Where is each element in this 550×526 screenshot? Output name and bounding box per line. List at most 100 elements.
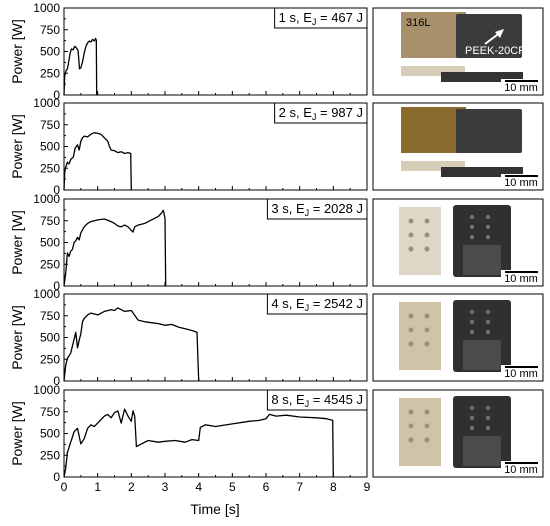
y-tick-label: 750 xyxy=(40,405,60,419)
weld-imprint xyxy=(469,415,475,421)
panel-label-text: 3 s, EJ = 2028 J xyxy=(271,201,363,218)
weld-imprint xyxy=(485,415,491,421)
panel-label-text: 2 s, EJ = 987 J xyxy=(279,105,363,122)
scale-bar-label: 10 mm xyxy=(504,368,538,380)
y-tick-label: 0 xyxy=(53,183,60,197)
metal-side-view xyxy=(401,66,465,76)
panel-label: 3 s, EJ = 2028 J xyxy=(266,198,368,220)
power-panel-1: 0 250 500 750 1000 Power [W] 1 s, EJ = 467 J xyxy=(9,1,368,102)
weld-imprint xyxy=(469,234,475,240)
x-tick-label: 0 xyxy=(61,480,68,494)
weld-imprint xyxy=(485,329,491,335)
y-tick-label: 500 xyxy=(40,45,60,59)
scale-bar-label: 10 mm xyxy=(504,82,538,94)
y-tick-label: 500 xyxy=(40,427,60,441)
metal-specimen xyxy=(399,398,441,466)
y-tick-label: 250 xyxy=(40,257,60,271)
weld-imprint xyxy=(485,319,491,325)
panel-label: 8 s, EJ = 4545 J xyxy=(266,389,368,411)
y-axis-label: Power [W] xyxy=(9,210,25,275)
weld-spot xyxy=(424,313,430,319)
metal-specimen xyxy=(399,302,441,370)
y-axis-label: Power [W] xyxy=(9,114,25,179)
weld-imprint xyxy=(469,319,475,325)
weld-imprint xyxy=(485,405,491,411)
material-label-316l: 316L xyxy=(406,17,430,29)
arrow-head-icon xyxy=(495,29,504,38)
y-tick-label: 500 xyxy=(40,331,60,345)
y-tick-label: 0 xyxy=(53,279,60,293)
y-tick-label: 250 xyxy=(40,66,60,80)
y-tick-label: 0 xyxy=(53,374,60,388)
weld-spot xyxy=(424,409,430,415)
panel-label-box xyxy=(266,198,368,220)
y-tick-label: 1000 xyxy=(33,1,60,15)
material-label-peek: PEEK-20CF xyxy=(465,45,525,57)
photo-panel-4: 10 mm xyxy=(372,293,544,382)
weld-spot xyxy=(408,423,414,429)
y-tick-label: 500 xyxy=(40,236,60,250)
y-tick-label: 250 xyxy=(40,352,60,366)
panel-label: 4 s, EJ = 2542 J xyxy=(266,293,368,315)
composite-lower-region xyxy=(463,436,501,466)
y-tick-label: 750 xyxy=(40,23,60,37)
panel-label-box xyxy=(274,7,368,29)
y-tick-label: 250 xyxy=(40,161,60,175)
weld-spot xyxy=(424,327,430,333)
y-tick-label: 750 xyxy=(40,118,60,132)
photo-panels: 316L PEEK-20CF 10 mm 10 mm 10 mm 10 mm 10 mm xyxy=(372,7,544,478)
weld-imprint xyxy=(469,224,475,230)
composite-side-view xyxy=(441,167,523,177)
y-tick-label: 750 xyxy=(40,214,60,228)
y-tick-label: 1000 xyxy=(33,287,60,301)
weld-imprint xyxy=(485,224,491,230)
metal-plate xyxy=(401,107,466,153)
panel-label-text: 4 s, EJ = 2542 J xyxy=(271,296,363,313)
weld-imprint xyxy=(469,214,475,220)
weld-spot xyxy=(424,437,430,443)
weld-spot xyxy=(408,341,414,347)
scale-bar-bg xyxy=(501,174,541,188)
y-axis-label: Power [W] xyxy=(9,305,25,370)
x-tick-label: 5 xyxy=(229,480,236,494)
weld-spot xyxy=(424,232,430,238)
composite-plate xyxy=(456,109,522,153)
power-panel-2: 0 250 500 750 1000 Power [W] 2 s, EJ = 987 J xyxy=(9,96,368,197)
panel-label-text: 1 s, EJ = 467 J xyxy=(279,10,363,27)
panel-label-box xyxy=(266,293,368,315)
scale-bar-bg xyxy=(501,270,541,284)
weld-imprint xyxy=(469,425,475,431)
power-panel-5: 0 250 500 750 1000 Power [W] 8 s, EJ = 4545 J xyxy=(9,383,368,484)
panel-label-box xyxy=(274,102,368,124)
y-axis-label: Power [W] xyxy=(9,401,25,466)
scale-bar-bg xyxy=(501,461,541,475)
photo-panel-3: 10 mm xyxy=(372,198,544,287)
x-axis: 0 1 2 3 4 5 6 7 8 9 xyxy=(61,480,371,494)
weld-imprint xyxy=(469,309,475,315)
x-tick-label: 1 xyxy=(94,480,101,494)
power-series-line xyxy=(63,37,98,96)
power-panel-4: 0 250 500 750 1000 Power [W] 4 s, EJ = 2542 J xyxy=(9,287,368,388)
power-panel-3: 0 250 500 750 1000 Power [W] 3 s, EJ = 2028 J xyxy=(9,192,368,293)
weld-spot xyxy=(408,327,414,333)
y-tick-label: 750 xyxy=(40,309,60,323)
weld-spot xyxy=(424,341,430,347)
y-tick-label: 0 xyxy=(53,88,60,102)
panel-label: 2 s, EJ = 987 J xyxy=(274,102,368,124)
composite-plate xyxy=(456,14,522,58)
power-series-line xyxy=(63,408,334,478)
photo-panel-5: 10 mm xyxy=(372,389,544,478)
weld-imprint xyxy=(485,425,491,431)
panel-label-text: 8 s, EJ = 4545 J xyxy=(271,392,363,409)
scale-bar-label: 10 mm xyxy=(504,177,538,189)
weld-imprint xyxy=(469,405,475,411)
weld-spot xyxy=(424,218,430,224)
power-series-line xyxy=(63,307,200,382)
weld-spot xyxy=(424,423,430,429)
metal-specimen xyxy=(399,207,441,275)
scale-bar-label: 10 mm xyxy=(504,464,538,476)
weld-spot xyxy=(408,437,414,443)
power-series-line xyxy=(63,209,167,287)
x-tick-label: 4 xyxy=(195,480,202,494)
